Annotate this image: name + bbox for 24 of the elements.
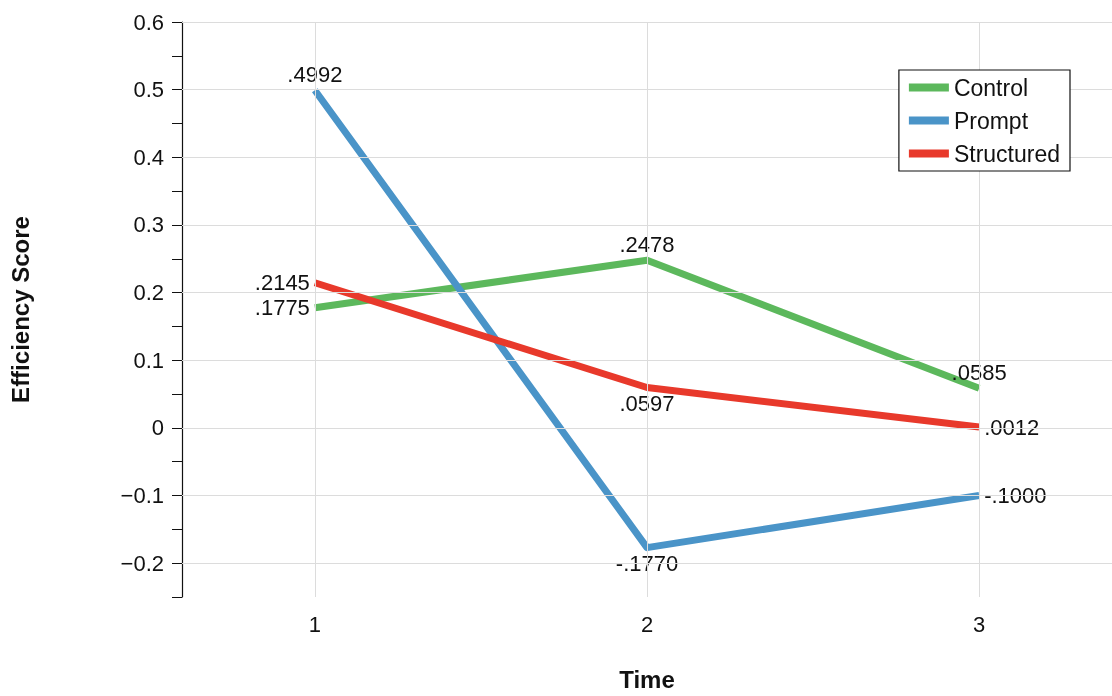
x-axis-title: Time xyxy=(619,665,675,693)
legend-label: Prompt xyxy=(953,107,1029,134)
y-tick-label: 0 xyxy=(151,415,164,441)
data-label: .4992 xyxy=(287,61,343,87)
data-label: .2478 xyxy=(619,231,675,257)
y-axis-title: Efficiency Score xyxy=(6,216,34,403)
data-label: .0597 xyxy=(619,391,675,416)
y-tick-label: 0.2 xyxy=(133,280,164,306)
y-tick-label: 0.5 xyxy=(133,77,164,103)
data-label: .1775 xyxy=(254,295,310,321)
y-tick-label: −0.1 xyxy=(120,483,164,509)
data-label: .2145 xyxy=(254,270,310,296)
y-tick-label: −0.2 xyxy=(120,550,164,576)
y-tick-label: 0.3 xyxy=(133,212,164,238)
y-tick-label: 0.1 xyxy=(133,347,164,373)
legend-label: Control xyxy=(953,74,1029,101)
x-tick-label: 2 xyxy=(640,611,654,637)
x-tick-label: 3 xyxy=(973,611,986,637)
x-tick-label: 1 xyxy=(308,611,321,637)
data-label: .0012 xyxy=(984,414,1040,440)
data-label: .0585 xyxy=(951,359,1007,385)
y-tick-label: 0.6 xyxy=(133,9,164,35)
legend-label: Structured xyxy=(953,140,1060,167)
y-tick-label: 0.4 xyxy=(133,144,164,170)
